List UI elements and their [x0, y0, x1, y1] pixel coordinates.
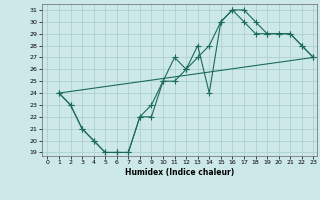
X-axis label: Humidex (Indice chaleur): Humidex (Indice chaleur) [124, 168, 234, 177]
